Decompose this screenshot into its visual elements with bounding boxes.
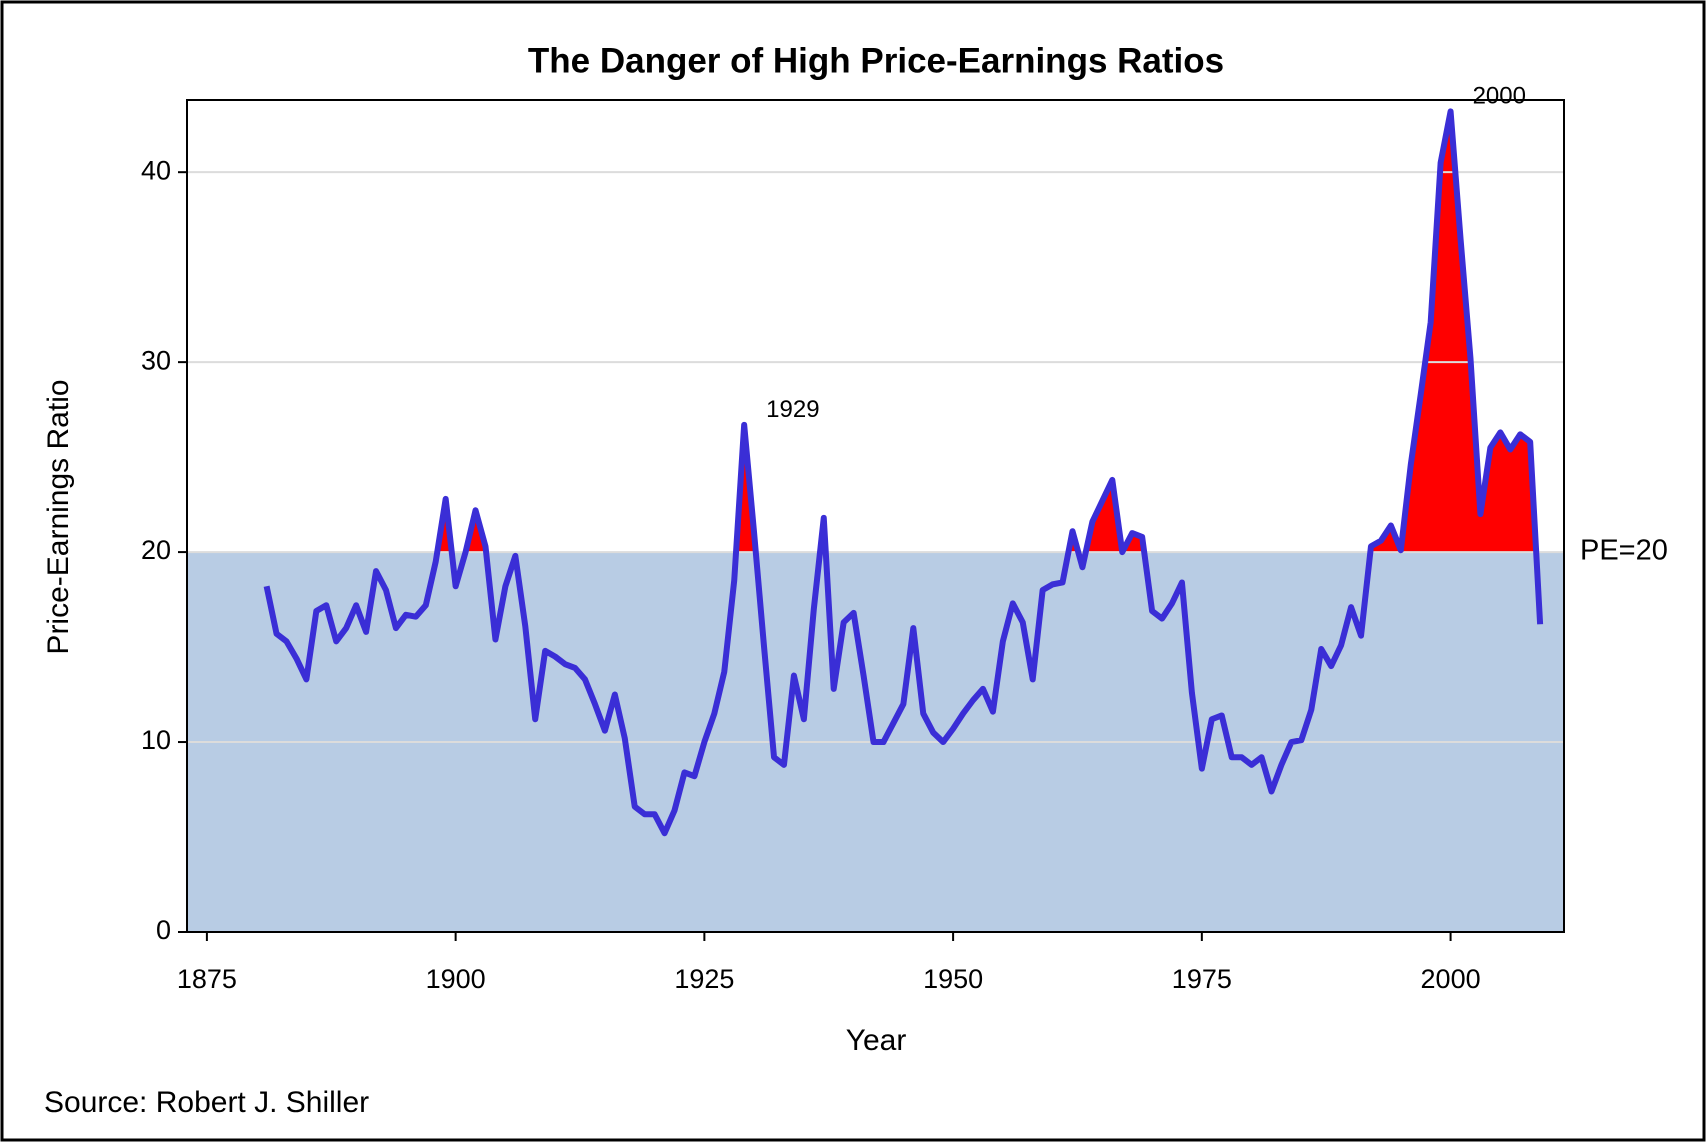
y-tick-label: 20 [141, 535, 171, 565]
chart-title: The Danger of High Price-Earnings Ratios [528, 41, 1224, 80]
line [263, 108, 1544, 837]
y-tick-label: 0 [156, 915, 171, 945]
x-tick-label: 1925 [674, 964, 734, 994]
y-axis-label: Price-Earnings Ratio [42, 379, 75, 654]
x-axis-label: Year [846, 1024, 907, 1057]
threshold-label: PE=20 [1580, 535, 1668, 567]
above-threshold-area [266, 111, 1541, 553]
annotation: 2000 [1473, 83, 1526, 110]
y-tick-label: 40 [141, 155, 171, 185]
y-tick-label: 30 [141, 345, 171, 375]
x-tick-label: 2000 [1421, 964, 1481, 994]
plot-frame [186, 99, 1565, 933]
footnote: Source: Robert J. Shiller [44, 1086, 369, 1119]
x-tick-label: 1875 [177, 964, 237, 994]
x-tick-label: 1950 [923, 964, 983, 994]
annotation: 1929 [766, 396, 819, 423]
x-tick-label: 1900 [426, 964, 486, 994]
y-tick-label: 10 [141, 725, 171, 755]
x-tick-label: 1975 [1172, 964, 1232, 994]
